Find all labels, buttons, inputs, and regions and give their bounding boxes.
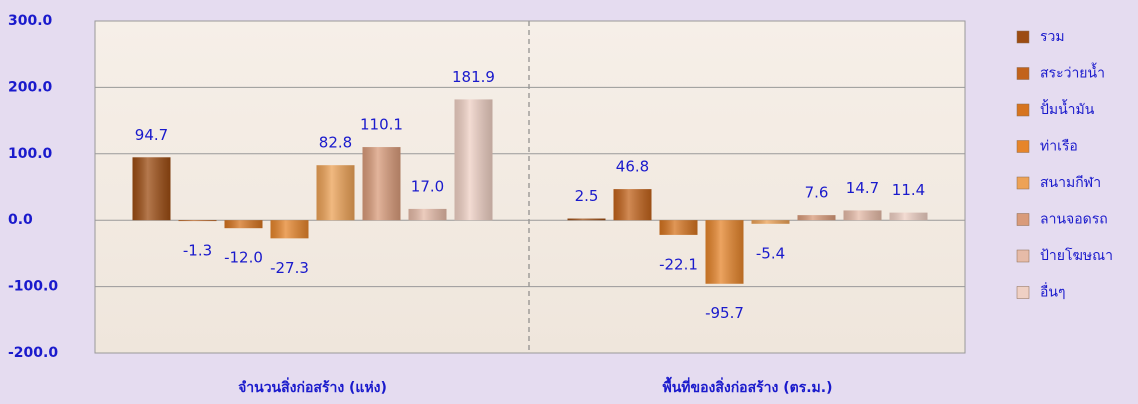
bar-shine bbox=[316, 165, 355, 221]
legend-swatch bbox=[1016, 103, 1030, 117]
legend-swatch bbox=[1016, 213, 1030, 226]
value-label: 11.4 bbox=[892, 181, 925, 199]
value-label: -95.7 bbox=[705, 304, 744, 322]
y-tick-label: -100.0 bbox=[8, 279, 58, 295]
legend-label: สระว่ายน้ำ bbox=[1040, 63, 1105, 82]
legend-label: สนามกีฬา bbox=[1040, 175, 1101, 191]
legend-label: ปั้มน้ำมัน bbox=[1040, 99, 1095, 118]
bar-shine bbox=[659, 220, 698, 235]
bar-shine bbox=[613, 189, 652, 221]
bar-shine bbox=[797, 215, 836, 221]
bar-shine bbox=[132, 157, 171, 221]
bar-shine bbox=[843, 210, 882, 221]
value-label: -12.0 bbox=[224, 249, 263, 267]
bar-shine bbox=[889, 212, 928, 221]
value-label: -27.3 bbox=[270, 259, 309, 277]
bar-shine bbox=[270, 220, 309, 239]
bar-shine bbox=[178, 220, 217, 222]
bar-shine bbox=[751, 220, 790, 224]
value-label: 17.0 bbox=[411, 177, 444, 195]
y-tick-label: 200.0 bbox=[8, 79, 53, 95]
bar-shine bbox=[454, 99, 493, 221]
bar-shine bbox=[224, 220, 263, 229]
value-label: 94.7 bbox=[135, 126, 168, 144]
bar-shine bbox=[705, 220, 744, 284]
y-tick-label: 100.0 bbox=[8, 146, 53, 162]
value-label: 2.5 bbox=[575, 187, 599, 205]
value-label: -1.3 bbox=[183, 242, 212, 260]
value-label: 110.1 bbox=[360, 116, 403, 134]
value-label: 46.8 bbox=[616, 158, 649, 176]
value-label: -22.1 bbox=[659, 255, 698, 273]
legend-label: ท่าเรือ bbox=[1040, 139, 1078, 155]
y-tick-label: -200.0 bbox=[8, 345, 58, 361]
legend-swatch bbox=[1016, 140, 1030, 153]
plot-area bbox=[94, 20, 966, 354]
value-label: 181.9 bbox=[452, 68, 495, 86]
legend-label: ลานจอดรถ bbox=[1040, 212, 1108, 228]
legend-label: อื่นๆ bbox=[1040, 283, 1066, 301]
y-tick-label: 0.0 bbox=[8, 212, 33, 228]
value-label: 14.7 bbox=[846, 179, 879, 197]
legend-swatch bbox=[1016, 30, 1030, 44]
legend-label: ป้ายโฆษณา bbox=[1040, 247, 1113, 264]
bar-shine bbox=[567, 218, 606, 221]
legend-swatch bbox=[1016, 249, 1030, 263]
value-label: 7.6 bbox=[805, 184, 829, 202]
legend-swatch bbox=[1016, 176, 1030, 190]
value-label: -5.4 bbox=[756, 244, 785, 262]
bar-shine bbox=[362, 147, 401, 221]
y-tick-label: 300.0 bbox=[8, 13, 53, 29]
bar-shine bbox=[408, 208, 447, 221]
legend-label: รวม bbox=[1040, 29, 1065, 45]
value-label: 82.8 bbox=[319, 134, 352, 152]
x-tick-label: พื้นที่ของสิ่งก่อสร้าง (ตร.ม.) bbox=[662, 376, 832, 396]
legend-swatch bbox=[1016, 67, 1030, 80]
x-tick-label: จำนวนสิ่งก่อสร้าง (แห่ง) bbox=[238, 377, 387, 396]
legend-swatch bbox=[1016, 286, 1030, 299]
